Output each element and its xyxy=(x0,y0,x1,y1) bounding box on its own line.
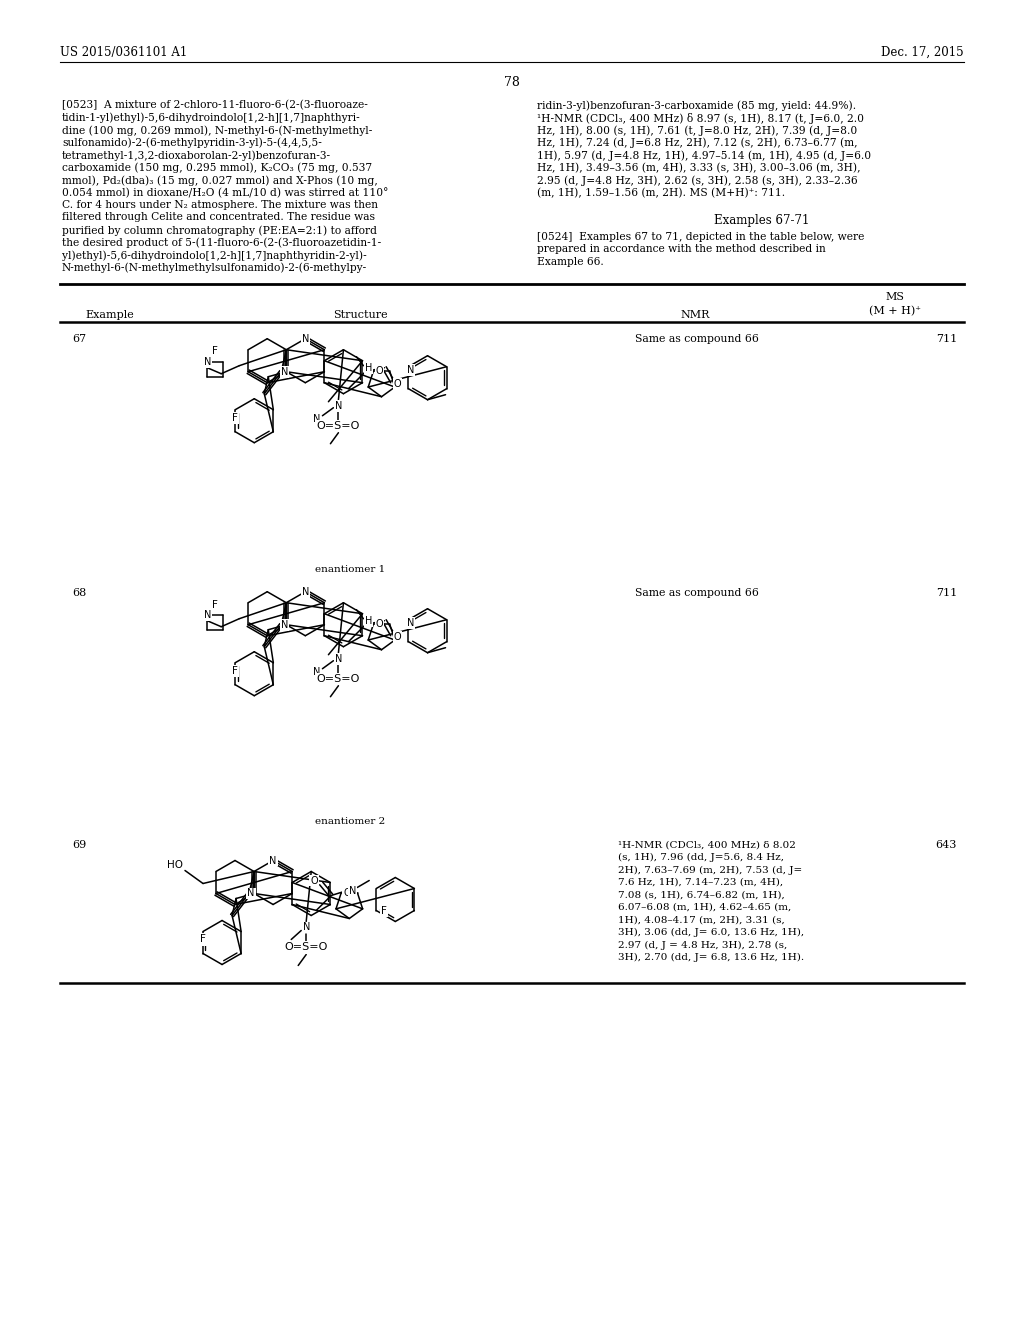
Text: O: O xyxy=(393,632,401,642)
Text: yl)ethyl)-5,6-dihydroindolo[1,2-h][1,7]naphthyridin-2-yl)-: yl)ethyl)-5,6-dihydroindolo[1,2-h][1,7]n… xyxy=(62,249,367,260)
Text: 0.054 mmol) in dioxane/H₂O (4 mL/10 d) was stirred at 110°: 0.054 mmol) in dioxane/H₂O (4 mL/10 d) w… xyxy=(62,187,388,198)
Text: 78: 78 xyxy=(504,77,520,88)
Text: Same as compound 66: Same as compound 66 xyxy=(635,587,759,598)
Text: filtered through Celite and concentrated. The residue was: filtered through Celite and concentrated… xyxy=(62,213,375,223)
Text: N: N xyxy=(312,413,321,424)
Text: Same as compound 66: Same as compound 66 xyxy=(635,334,759,345)
Text: Examples 67-71: Examples 67-71 xyxy=(715,214,810,227)
Text: ¹H-NMR (CDCl₃, 400 MHz) δ 8.02: ¹H-NMR (CDCl₃, 400 MHz) δ 8.02 xyxy=(618,841,796,850)
Text: 3H), 2.70 (dd, J= 6.8, 13.6 Hz, 1H).: 3H), 2.70 (dd, J= 6.8, 13.6 Hz, 1H). xyxy=(618,953,804,962)
Text: O: O xyxy=(376,367,383,376)
Text: ridin-3-yl)benzofuran-3-carboxamide (85 mg, yield: 44.9%).: ridin-3-yl)benzofuran-3-carboxamide (85 … xyxy=(537,100,856,111)
Text: 2.97 (d, J = 4.8 Hz, 3H), 2.78 (s,: 2.97 (d, J = 4.8 Hz, 3H), 2.78 (s, xyxy=(618,940,787,949)
Text: [0523]  A mixture of 2-chloro-11-fluoro-6-(2-(3-fluoroaze-: [0523] A mixture of 2-chloro-11-fluoro-6… xyxy=(62,100,368,111)
Text: N: N xyxy=(204,356,211,367)
Text: 711: 711 xyxy=(936,334,957,345)
Text: C. for 4 hours under N₂ atmosphere. The mixture was then: C. for 4 hours under N₂ atmosphere. The … xyxy=(62,201,378,210)
Text: (s, 1H), 7.96 (dd, J=5.6, 8.4 Hz,: (s, 1H), 7.96 (dd, J=5.6, 8.4 Hz, xyxy=(618,853,784,862)
Text: N: N xyxy=(312,667,321,677)
Text: 6.07–6.08 (m, 1H), 4.62–4.65 (m,: 6.07–6.08 (m, 1H), 4.62–4.65 (m, xyxy=(618,903,792,912)
Text: N: N xyxy=(204,610,211,619)
Text: O: O xyxy=(376,619,383,630)
Text: (M + H)⁺: (M + H)⁺ xyxy=(869,305,921,315)
Text: N: N xyxy=(407,618,414,628)
Text: US 2015/0361101 A1: US 2015/0361101 A1 xyxy=(60,46,187,59)
Text: enantiomer 2: enantiomer 2 xyxy=(314,817,385,826)
Text: 7.08 (s, 1H), 6.74–6.82 (m, 1H),: 7.08 (s, 1H), 6.74–6.82 (m, 1H), xyxy=(618,891,784,899)
Text: Structure: Structure xyxy=(333,309,387,319)
Text: O=S=O: O=S=O xyxy=(316,421,360,430)
Text: Dec. 17, 2015: Dec. 17, 2015 xyxy=(882,46,964,59)
Text: 1H), 4.08–4.17 (m, 2H), 3.31 (s,: 1H), 4.08–4.17 (m, 2H), 3.31 (s, xyxy=(618,916,784,924)
Text: N: N xyxy=(348,886,356,895)
Text: Hz, 1H), 7.24 (d, J=6.8 Hz, 2H), 7.12 (s, 2H), 6.73–6.77 (m,: Hz, 1H), 7.24 (d, J=6.8 Hz, 2H), 7.12 (s… xyxy=(537,137,857,148)
Text: 2H), 7.63–7.69 (m, 2H), 7.53 (d, J=: 2H), 7.63–7.69 (m, 2H), 7.53 (d, J= xyxy=(618,866,802,875)
Text: the desired product of 5-(11-fluoro-6-(2-(3-fluoroazetidin-1-: the desired product of 5-(11-fluoro-6-(2… xyxy=(62,238,381,248)
Text: N: N xyxy=(335,401,342,411)
Text: F: F xyxy=(232,665,239,676)
Text: F: F xyxy=(212,346,218,356)
Text: dine (100 mg, 0.269 mmol), N-methyl-6-(N-methylmethyl-: dine (100 mg, 0.269 mmol), N-methyl-6-(N… xyxy=(62,125,373,136)
Text: prepared in accordance with the method described in: prepared in accordance with the method d… xyxy=(537,244,825,255)
Text: H: H xyxy=(365,615,372,626)
Text: enantiomer 1: enantiomer 1 xyxy=(314,565,385,573)
Text: N: N xyxy=(407,364,414,375)
Text: Example: Example xyxy=(86,309,134,319)
Text: O: O xyxy=(393,379,401,388)
Text: H: H xyxy=(365,363,372,372)
Text: carboxamide (150 mg, 0.295 mmol), K₂CO₃ (75 mg, 0.537: carboxamide (150 mg, 0.295 mmol), K₂CO₃ … xyxy=(62,162,372,173)
Text: 643: 643 xyxy=(936,841,957,850)
Text: O=S=O: O=S=O xyxy=(316,673,360,684)
Text: N: N xyxy=(302,923,310,932)
Text: N: N xyxy=(248,888,255,899)
Text: NMR: NMR xyxy=(680,309,710,319)
Text: 7.6 Hz, 1H), 7.14–7.23 (m, 4H),: 7.6 Hz, 1H), 7.14–7.23 (m, 4H), xyxy=(618,878,783,887)
Text: HO: HO xyxy=(167,861,183,870)
Text: Hz, 1H), 8.00 (s, 1H), 7.61 (t, J=8.0 Hz, 2H), 7.39 (d, J=8.0: Hz, 1H), 8.00 (s, 1H), 7.61 (t, J=8.0 Hz… xyxy=(537,125,857,136)
Text: 67: 67 xyxy=(72,334,86,345)
Text: F: F xyxy=(200,935,206,945)
Text: 3H), 3.06 (dd, J= 6.0, 13.6 Hz, 1H),: 3H), 3.06 (dd, J= 6.0, 13.6 Hz, 1H), xyxy=(618,928,804,937)
Text: O: O xyxy=(343,888,351,898)
Text: [0524]  Examples 67 to 71, depicted in the table below, were: [0524] Examples 67 to 71, depicted in th… xyxy=(537,232,864,242)
Text: F: F xyxy=(212,599,218,610)
Text: Hz, 1H), 3.49–3.56 (m, 4H), 3.33 (s, 3H), 3.00–3.06 (m, 3H),: Hz, 1H), 3.49–3.56 (m, 4H), 3.33 (s, 3H)… xyxy=(537,162,860,173)
Text: N: N xyxy=(302,334,309,343)
Text: 711: 711 xyxy=(936,587,957,598)
Text: O: O xyxy=(310,875,318,886)
Text: F: F xyxy=(232,413,239,422)
Text: N-methyl-6-(N-methylmethylsulfonamido)-2-(6-methylpy-: N-methyl-6-(N-methylmethylsulfonamido)-2… xyxy=(62,263,368,273)
Text: ¹H-NMR (CDCl₃, 400 MHz) δ 8.97 (s, 1H), 8.17 (t, J=6.0, 2.0: ¹H-NMR (CDCl₃, 400 MHz) δ 8.97 (s, 1H), … xyxy=(537,112,864,124)
Text: MS: MS xyxy=(886,293,904,302)
Text: purified by column chromatography (PE:EA=2:1) to afford: purified by column chromatography (PE:EA… xyxy=(62,224,377,235)
Text: tetramethyl-1,3,2-dioxaborolan-2-yl)benzofuran-3-: tetramethyl-1,3,2-dioxaborolan-2-yl)benz… xyxy=(62,150,331,161)
Text: 2.95 (d, J=4.8 Hz, 3H), 2.62 (s, 3H), 2.58 (s, 3H), 2.33–2.36: 2.95 (d, J=4.8 Hz, 3H), 2.62 (s, 3H), 2.… xyxy=(537,176,858,186)
Text: mmol), Pd₂(dba)₃ (15 mg, 0.027 mmol) and X-Phos (10 mg,: mmol), Pd₂(dba)₃ (15 mg, 0.027 mmol) and… xyxy=(62,176,378,186)
Text: (m, 1H), 1.59–1.56 (m, 2H). MS (M+H)⁺: 711.: (m, 1H), 1.59–1.56 (m, 2H). MS (M+H)⁺: 7… xyxy=(537,187,785,198)
Text: N: N xyxy=(302,586,309,597)
Text: tidin-1-yl)ethyl)-5,6-dihydroindolo[1,2-h][1,7]naphthyri-: tidin-1-yl)ethyl)-5,6-dihydroindolo[1,2-… xyxy=(62,112,360,123)
Text: N: N xyxy=(281,367,288,376)
Text: Example 66.: Example 66. xyxy=(537,257,604,267)
Text: F: F xyxy=(381,906,387,916)
Text: 68: 68 xyxy=(72,587,86,598)
Text: N: N xyxy=(281,619,288,630)
Text: O=S=O: O=S=O xyxy=(285,942,328,953)
Text: sulfonamido)-2-(6-methylpyridin-3-yl)-5-(4,4,5,5-: sulfonamido)-2-(6-methylpyridin-3-yl)-5-… xyxy=(62,137,322,148)
Text: N: N xyxy=(335,653,342,664)
Text: N: N xyxy=(269,855,276,866)
Text: 1H), 5.97 (d, J=4.8 Hz, 1H), 4.97–5.14 (m, 1H), 4.95 (d, J=6.0: 1H), 5.97 (d, J=4.8 Hz, 1H), 4.97–5.14 (… xyxy=(537,150,871,161)
Text: 69: 69 xyxy=(72,841,86,850)
